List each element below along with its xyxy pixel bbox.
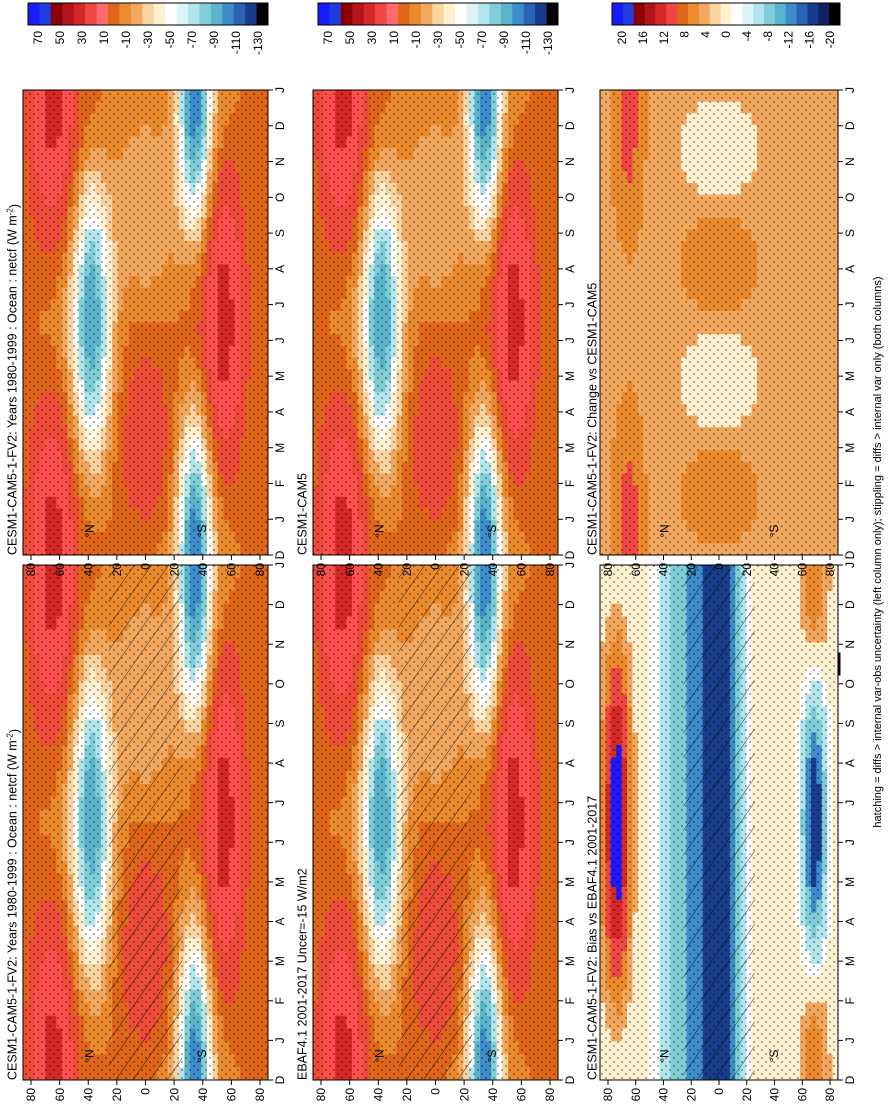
colorbar-swatch: [130, 3, 143, 25]
title-close: ): [8, 204, 22, 208]
lat-tick-label: 80: [253, 1088, 267, 1102]
colorbar-swatch: [50, 3, 63, 25]
lat-tick-label: 20: [167, 563, 181, 577]
plot-area-2: [312, 564, 559, 1081]
colorbar-tick-label: -130: [251, 31, 265, 55]
colorbar-tick-label: 50: [53, 31, 67, 45]
month-tick-label: F: [273, 997, 287, 1004]
month-tick-label: O: [273, 679, 287, 688]
lat-north-label: °N: [82, 524, 96, 537]
month-tick-label: J: [273, 1037, 287, 1043]
month-tick-label: N: [273, 640, 287, 649]
lat-tick-label: 80: [253, 563, 267, 577]
title-exponent: -2: [5, 208, 14, 216]
colorbar-swatch: [256, 3, 269, 25]
colorbar-swatch: [96, 3, 109, 25]
month-tick-label: M: [273, 371, 287, 381]
lat-tick-label: 80: [24, 1088, 38, 1102]
colorbar-swatch: [142, 3, 155, 25]
lat-tick-label: 20: [110, 563, 124, 577]
lat-tick-label: 80: [24, 563, 38, 577]
colorbar-swatch: [28, 3, 40, 25]
colorbar-1: 70 50 30 10 -10 -30 -50 -70 -90 -110 -130: [27, 2, 269, 55]
lat-tick-label: 40: [81, 563, 95, 577]
colorbar-swatch: [62, 3, 75, 25]
colorbar-swatch: [210, 3, 223, 25]
month-tick-label: J: [273, 839, 287, 845]
lat-tick-label: 40: [196, 1088, 210, 1102]
month-tick-label: M: [273, 877, 287, 887]
lat-south-label: °S: [195, 1050, 209, 1063]
month-tick-label: J: [273, 516, 287, 522]
month-tick-label: D: [273, 600, 287, 609]
panel-2: 70503010-10-30-50-70-90-110-130806040200…: [295, 562, 577, 1101]
colorbar-swatch: [108, 3, 120, 25]
plot-area-1: [22, 89, 269, 556]
month-tick-label: N: [273, 157, 287, 166]
month-tick-label: S: [273, 719, 287, 727]
colorbar-swatch: [165, 3, 177, 25]
colorbar-tick-label: -90: [207, 31, 221, 49]
month-tick-label: J: [273, 337, 287, 343]
lat-tick-label: 40: [81, 1088, 95, 1102]
lat-tick-label: 40: [196, 563, 210, 577]
month-tick-label: D: [273, 121, 287, 130]
lat-north-label: °N: [82, 1049, 96, 1062]
stippling-overlay: [23, 90, 268, 555]
month-tick-label: A: [273, 918, 287, 926]
colorbar-swatch: [39, 3, 52, 25]
month-tick-label: A: [273, 265, 287, 273]
month-tick-label: F: [273, 480, 287, 487]
panel-0: 70503010-10-30-50-70-90-110-130806040200…: [5, 562, 287, 1101]
lat-tick-label: 60: [53, 1088, 67, 1102]
colorbar-frame: [27, 2, 269, 26]
colorbar-tick-label: 70: [31, 31, 45, 45]
title-exponent: -2: [5, 733, 14, 741]
colorbar-swatch: [73, 3, 86, 25]
month-tick-label: O: [273, 193, 287, 202]
colorbar-swatch: [199, 3, 212, 25]
colorbar-tick-label: 30: [75, 31, 89, 45]
colorbar-swatch: [153, 3, 166, 25]
month-tick-label: A: [273, 759, 287, 767]
panel-1: 70 50 30 10 -10 -30 -50 -70 -90 -110 -130 80 60 40 20 0…: [5, 2, 287, 577]
colorbar-tick-label: -10: [119, 31, 133, 49]
colorbar-tick-label: -30: [141, 31, 155, 49]
colorbar-swatch: [85, 3, 97, 25]
colorbar-swatch: [176, 3, 189, 25]
lat-tick-label: 60: [53, 563, 67, 577]
colorbar-swatch: [188, 3, 200, 25]
lat-tick-label: 60: [225, 563, 239, 577]
lat-tick-label: 20: [110, 1088, 124, 1102]
month-tick-label: D: [273, 550, 287, 559]
month-tick-label: J: [273, 302, 287, 308]
hatching-overlay: [108, 565, 183, 1080]
month-tick-label: J: [273, 562, 287, 568]
colorbar-swatch: [119, 3, 132, 25]
month-tick-label: J: [273, 87, 287, 93]
colorbar-tick-label: -50: [163, 31, 177, 49]
panel-title: CESM1-CAM5-1-FV2: Years 1980-1999 : Ocea…: [5, 729, 21, 1080]
panel-title: CESM1-CAM5-1-FV2: Years 1980-1999 : Ocea…: [5, 204, 21, 555]
month-tick-label: M: [273, 443, 287, 453]
lat-tick-label: 60: [225, 1088, 239, 1102]
title-close: ): [8, 729, 22, 733]
lat-tick-label: 0: [139, 1088, 153, 1095]
month-tick-label: D: [273, 1075, 287, 1084]
month-tick-label: S: [273, 229, 287, 237]
month-tick-label: A: [273, 408, 287, 416]
month-tick-label: J: [273, 800, 287, 806]
lat-south-label: °S: [195, 525, 209, 538]
colorbar-swatch: [233, 3, 246, 25]
colorbar-swatch: [222, 3, 235, 25]
colorbar-tick-label: -110: [229, 31, 243, 54]
lat-tick-label: 20: [167, 1088, 181, 1102]
colorbar-tick-label: -70: [185, 31, 199, 49]
colorbar-swatch: [245, 3, 257, 25]
lat-tick-label: 0: [139, 563, 153, 570]
plot-area-0: [22, 564, 269, 1081]
colorbar-tick-label: 10: [97, 31, 111, 45]
month-tick-label: M: [273, 956, 287, 966]
